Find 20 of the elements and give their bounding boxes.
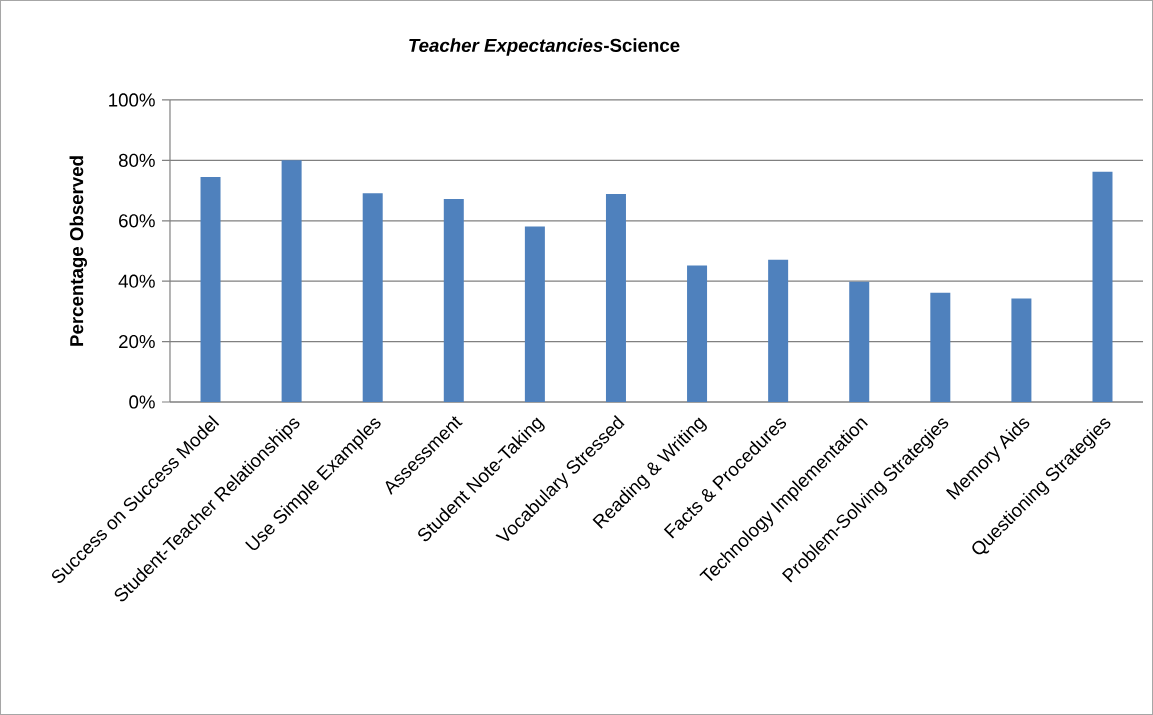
bar [281,160,302,402]
chart-title: Teacher Expectancies-Science [409,38,680,56]
bar [200,177,221,402]
bar [768,259,789,402]
y-tick-label: 80% [118,153,155,167]
bar [849,281,870,402]
bar [362,193,383,402]
y-tick-label: 0% [129,395,155,409]
y-tick-label: 20% [119,334,155,349]
bar [1011,298,1032,402]
bar [605,193,626,402]
y-tick-label: 40% [118,274,155,288]
y-axis-title: Percentage Observed [69,156,88,346]
bar [524,226,545,402]
y-tick-label: 100% [109,93,155,107]
bar [687,265,708,402]
y-tick-label: 60% [119,214,155,228]
bar [443,199,464,402]
bar [1092,171,1113,402]
bar [930,292,951,402]
